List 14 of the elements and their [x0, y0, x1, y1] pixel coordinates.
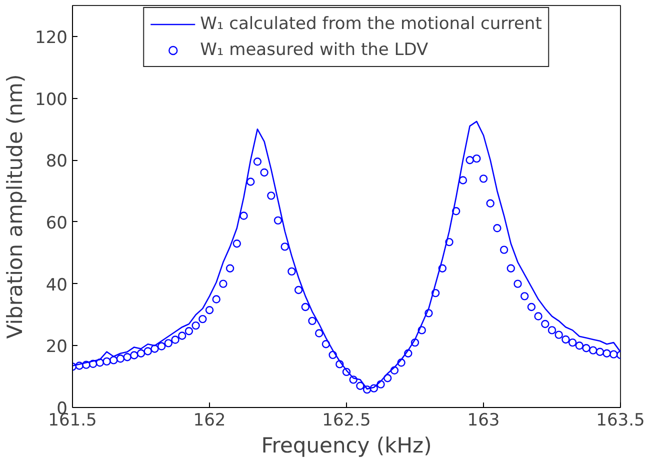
- y-tick-label: 40: [46, 275, 68, 296]
- y-tick-label: 20: [46, 337, 68, 358]
- x-tick-label: 162: [193, 410, 226, 430]
- x-axis-title: Frequency (kHz): [261, 434, 432, 458]
- y-tick-label: 60: [46, 213, 68, 234]
- x-tick-label: 163.5: [596, 410, 645, 430]
- legend-label: W₁ calculated from the motional current: [200, 14, 542, 34]
- y-axis-title: Vibration amplitude (nm): [3, 74, 28, 339]
- x-tick-label: 163: [467, 410, 500, 430]
- y-tick-label: 120: [35, 28, 68, 48]
- y-tick-label: 100: [35, 90, 68, 110]
- x-tick-label: 162.5: [322, 410, 371, 430]
- legend-label: W₁ measured with the LDV: [200, 40, 428, 60]
- y-tick-label: 80: [46, 152, 68, 172]
